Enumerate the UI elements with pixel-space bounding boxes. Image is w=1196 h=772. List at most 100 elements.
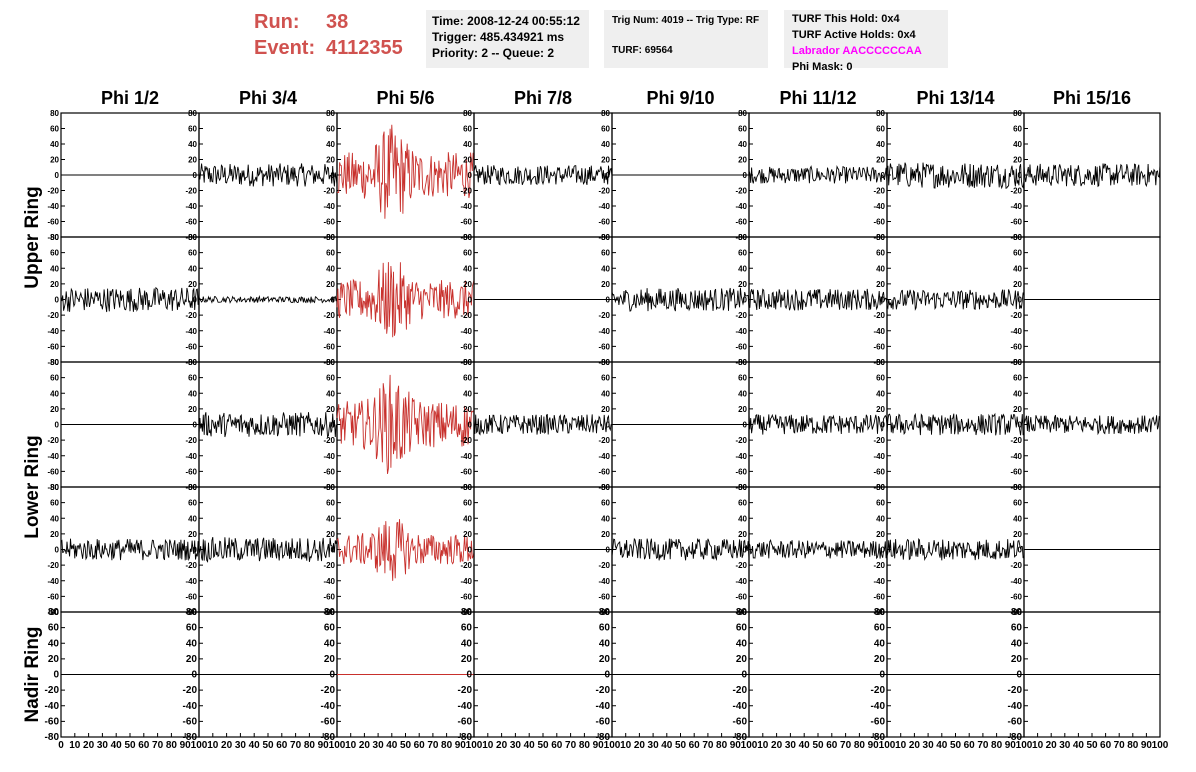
y-tick-label: 80 bbox=[876, 483, 885, 492]
y-tick-label: 40 bbox=[1013, 389, 1022, 398]
y-tick-label: 0 bbox=[1018, 171, 1023, 180]
waveform-trace bbox=[473, 413, 613, 436]
y-tick-label: 20 bbox=[1013, 405, 1022, 414]
y-tick-label: -60 bbox=[735, 342, 747, 351]
x-tick-label: 70 bbox=[977, 740, 989, 751]
y-tick-label: 60 bbox=[188, 374, 197, 383]
y-tick-label: 60 bbox=[599, 623, 611, 634]
y-tick-label: 20 bbox=[50, 530, 59, 539]
y-tick-label: -20 bbox=[47, 436, 59, 445]
y-tick-label: 60 bbox=[188, 249, 197, 258]
y-tick-label: 20 bbox=[48, 654, 60, 665]
y-tick-label: -80 bbox=[871, 732, 886, 743]
y-tick-label: 20 bbox=[738, 530, 747, 539]
column-header: Phi 7/8 bbox=[514, 88, 572, 108]
y-tick-label: -40 bbox=[460, 452, 472, 461]
y-tick-label: -60 bbox=[733, 716, 748, 727]
ring-label: Upper Ring bbox=[22, 186, 43, 288]
y-tick-label: -40 bbox=[596, 701, 611, 712]
y-tick-label: 20 bbox=[601, 156, 610, 165]
x-tick-label: 100 bbox=[329, 740, 346, 751]
run-event-block: Run: 38 Event: 4112355 bbox=[254, 9, 403, 61]
x-tick-label: 10 bbox=[620, 740, 632, 751]
y-tick-label: -20 bbox=[733, 685, 748, 696]
waveform-trace bbox=[886, 289, 1025, 311]
y-tick-label: 60 bbox=[463, 499, 472, 508]
y-tick-label: 80 bbox=[463, 483, 472, 492]
y-tick-label: 20 bbox=[326, 405, 335, 414]
y-tick-label: -40 bbox=[460, 327, 472, 336]
y-tick-label: -40 bbox=[733, 701, 748, 712]
y-tick-label: 0 bbox=[468, 171, 473, 180]
y-tick-label: 60 bbox=[463, 249, 472, 258]
column-header: Phi 11/12 bbox=[779, 88, 856, 108]
y-tick-label: 40 bbox=[736, 638, 748, 649]
y-tick-label: -80 bbox=[47, 358, 59, 367]
y-tick-label: 80 bbox=[1013, 233, 1022, 242]
y-tick-label: 0 bbox=[193, 546, 198, 555]
y-tick-label: 60 bbox=[326, 499, 335, 508]
y-tick-label: 40 bbox=[876, 389, 885, 398]
y-tick-label: 0 bbox=[743, 546, 748, 555]
waveform-trace bbox=[473, 165, 613, 186]
y-tick-label: -20 bbox=[323, 311, 335, 320]
waveform-trace bbox=[336, 124, 475, 219]
x-tick-label: 10 bbox=[345, 740, 357, 751]
trig-num-text: Trig Num: 4019 -- Trig Type: RF bbox=[612, 15, 760, 26]
y-tick-label: -20 bbox=[47, 311, 59, 320]
y-tick-label: -20 bbox=[47, 187, 59, 196]
y-tick-label: -20 bbox=[598, 311, 610, 320]
y-tick-label: 60 bbox=[326, 125, 335, 134]
y-tick-label: 0 bbox=[743, 421, 748, 430]
y-tick-label: -40 bbox=[45, 701, 60, 712]
y-tick-label: 40 bbox=[463, 514, 472, 523]
y-tick-label: -40 bbox=[460, 577, 472, 586]
x-tick-label: 50 bbox=[812, 740, 824, 751]
y-tick-label: 80 bbox=[738, 109, 747, 118]
y-tick-label: -40 bbox=[185, 577, 197, 586]
y-tick-label: 20 bbox=[1013, 280, 1022, 289]
y-tick-label: 20 bbox=[1011, 654, 1023, 665]
y-tick-label: -20 bbox=[1010, 187, 1022, 196]
y-tick-label: 80 bbox=[876, 109, 885, 118]
y-tick-label: 40 bbox=[324, 638, 336, 649]
y-tick-label: -60 bbox=[185, 342, 197, 351]
column-header: Phi 13/14 bbox=[916, 88, 994, 108]
y-tick-label: -40 bbox=[47, 577, 59, 586]
y-tick-label: 80 bbox=[876, 233, 885, 242]
y-tick-label: 40 bbox=[738, 264, 747, 273]
y-tick-label: -20 bbox=[323, 561, 335, 570]
y-tick-label: -60 bbox=[460, 592, 472, 601]
y-tick-label: 80 bbox=[1013, 358, 1022, 367]
x-tick-label: 100 bbox=[1152, 740, 1169, 751]
y-tick-label: -40 bbox=[735, 202, 747, 211]
y-tick-label: -60 bbox=[460, 342, 472, 351]
y-tick-label: 80 bbox=[186, 607, 198, 618]
y-tick-label: 0 bbox=[604, 670, 610, 681]
column-header: Phi 1/2 bbox=[101, 88, 159, 108]
y-tick-label: 20 bbox=[188, 405, 197, 414]
y-tick-label: -60 bbox=[47, 592, 59, 601]
panel-frame bbox=[886, 112, 1025, 238]
y-tick-label: -20 bbox=[185, 187, 197, 196]
y-tick-label: -40 bbox=[598, 452, 610, 461]
y-tick-label: 80 bbox=[48, 607, 60, 618]
y-tick-label: 40 bbox=[186, 638, 198, 649]
y-tick-label: -20 bbox=[460, 311, 472, 320]
ring-label: Lower Ring bbox=[22, 435, 43, 538]
y-tick-label: -20 bbox=[598, 436, 610, 445]
y-tick-label: 60 bbox=[50, 249, 59, 258]
y-tick-label: -40 bbox=[321, 701, 336, 712]
y-tick-label: 20 bbox=[324, 654, 336, 665]
x-tick-label: 30 bbox=[923, 740, 935, 751]
y-tick-label: 0 bbox=[741, 670, 747, 681]
y-tick-label: 60 bbox=[601, 374, 610, 383]
y-tick-label: 80 bbox=[50, 483, 59, 492]
y-tick-label: 40 bbox=[50, 140, 59, 149]
y-tick-label: -40 bbox=[185, 452, 197, 461]
y-tick-label: -40 bbox=[460, 202, 472, 211]
y-tick-label: 60 bbox=[1013, 499, 1022, 508]
y-tick-label: 20 bbox=[1013, 156, 1022, 165]
turf-hold-text: TURF This Hold: 0x4 bbox=[792, 13, 900, 25]
